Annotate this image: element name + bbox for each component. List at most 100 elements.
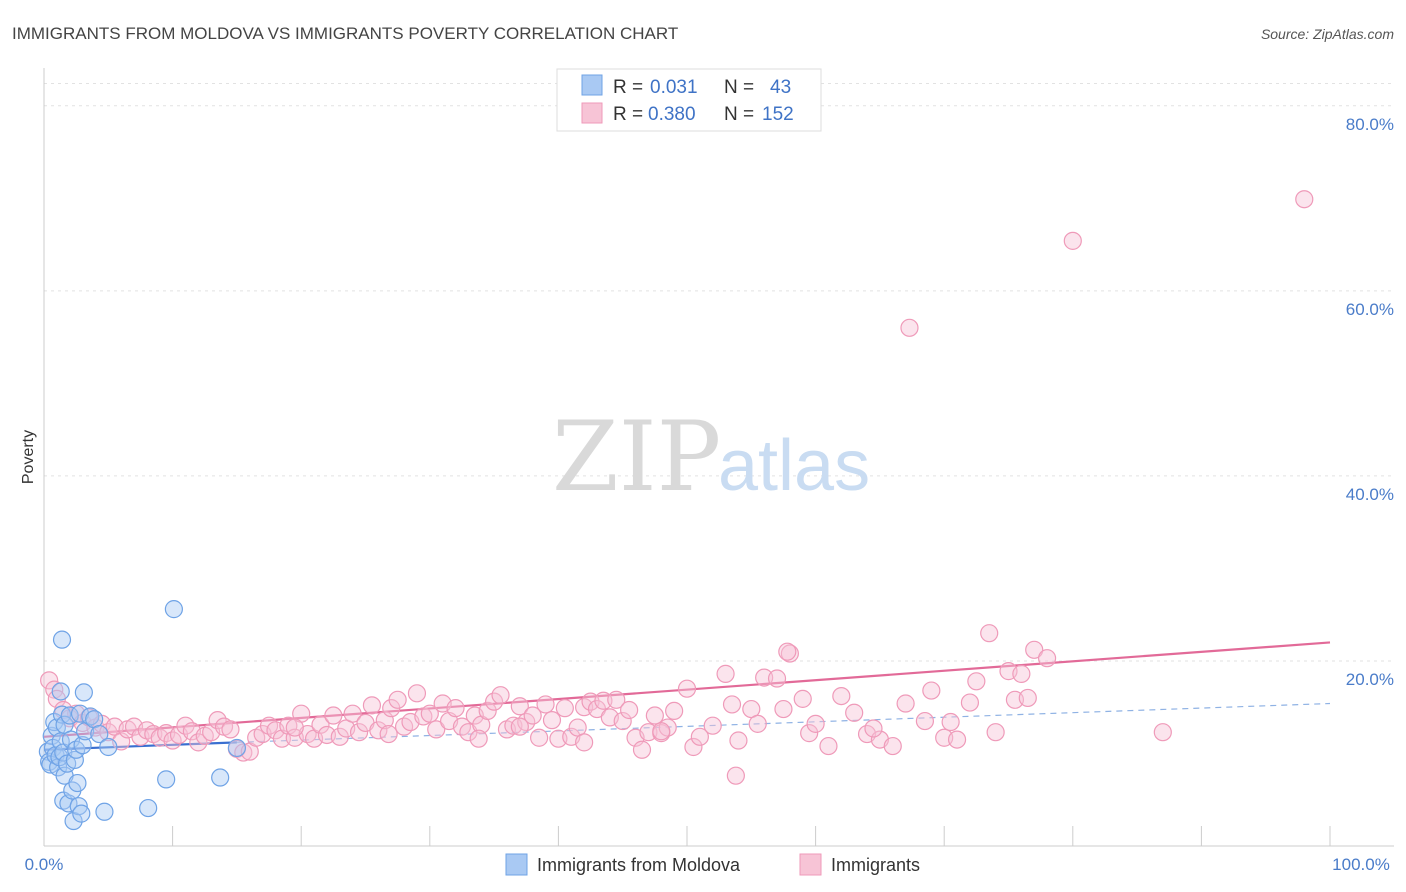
immigrants-point-121 — [896, 694, 915, 713]
legend-r-label-moldova: R = — [613, 77, 643, 98]
immigrants-point-61 — [427, 720, 446, 739]
immigrants-point-143 — [575, 733, 594, 752]
immigrants-point-146 — [379, 724, 398, 744]
moldova-point-38 — [139, 798, 158, 818]
series-immigrants — [40, 190, 1314, 785]
immigrants-point-120 — [883, 736, 902, 756]
legend-swatch-moldova — [581, 74, 603, 96]
bottom-legend-label-immigrants: Immigrants — [831, 855, 920, 875]
legend-r-value-immigrants: 0.380 — [648, 104, 696, 125]
moldova-point-31 — [74, 683, 93, 702]
moldova-point-42 — [227, 738, 246, 758]
immigrants-point-94 — [639, 723, 658, 742]
x-tick-label-max: 100.0% — [1332, 855, 1390, 874]
immigrants-point-90 — [613, 711, 632, 731]
legend-box: R = 0.031 N = 43 R = 0.380 N = 152 — [556, 68, 822, 132]
moldova-point-27 — [69, 797, 88, 816]
y-tick-labels: 20.0% 40.0% 60.0% 80.0% — [1346, 115, 1394, 689]
moldova-point-36 — [95, 802, 114, 821]
immigrants-point-117 — [845, 703, 864, 722]
moldova-point-41 — [211, 768, 230, 787]
immigrants-point-104 — [722, 695, 742, 714]
immigrants-point-105 — [729, 731, 748, 750]
immigrants-point-108 — [755, 668, 774, 687]
immigrants-point-98 — [665, 701, 684, 721]
immigrants-point-144 — [469, 729, 488, 748]
moldova-point-26 — [68, 773, 87, 793]
moldova-point-21 — [61, 730, 81, 749]
immigrants-point-52 — [369, 721, 388, 740]
immigrants-point-27 — [208, 711, 227, 730]
immigrants-point-136 — [1037, 649, 1057, 668]
immigrants-point-109 — [767, 669, 787, 688]
legend-r-label-immigrants: R = — [613, 104, 643, 125]
immigrants-point-58 — [407, 684, 427, 703]
legend-n-value-moldova: 43 — [770, 77, 791, 98]
immigrants-point-135 — [1025, 640, 1044, 659]
legend-swatch-immigrants — [581, 102, 603, 124]
watermark-atlas: atlas — [718, 426, 870, 506]
immigrants-point-145 — [285, 718, 304, 737]
immigrants-point-76 — [523, 706, 542, 725]
immigrants-point-95 — [645, 706, 664, 725]
immigrants-point-112 — [793, 689, 812, 708]
watermark-zip: ZIP — [552, 401, 721, 513]
immigrants-point-0 — [40, 671, 59, 690]
immigrants-point-148 — [915, 711, 935, 731]
immigrants-point-129 — [980, 624, 999, 643]
legend-r-value-moldova: 0.031 — [650, 77, 698, 98]
immigrants-point-127 — [960, 693, 980, 712]
watermark: ZIP atlas — [552, 401, 870, 513]
immigrants-point-99 — [677, 679, 697, 698]
bottom-legend-label-moldova: Immigrants from Moldova — [537, 855, 741, 875]
immigrants-point-78 — [536, 695, 555, 714]
immigrants-point-114 — [806, 714, 825, 733]
immigrants-point-24 — [189, 733, 208, 752]
immigrants-point-140 — [726, 766, 745, 785]
immigrants-point-48 — [343, 704, 362, 723]
x-ticks — [172, 826, 1331, 846]
moldova-point-14 — [51, 682, 70, 701]
y-tick-label-40: 40.0% — [1346, 485, 1394, 504]
immigrants-point-93 — [632, 740, 652, 759]
immigrants-point-113 — [800, 724, 819, 743]
immigrants-point-70 — [485, 692, 504, 711]
immigrants-point-111 — [780, 644, 799, 663]
moldova-point-15 — [52, 630, 72, 649]
immigrants-point-116 — [832, 687, 851, 706]
chart-title: IMMIGRANTS FROM MOLDOVA VS IMMIGRANTS PO… — [12, 24, 678, 43]
moldova-point-29 — [72, 804, 91, 823]
immigrants-point-81 — [555, 699, 574, 718]
immigrants-point-49 — [349, 723, 369, 742]
chart-source: Source: ZipAtlas.com — [1261, 26, 1394, 42]
immigrants-point-123 — [922, 681, 941, 700]
immigrants-point-51 — [362, 696, 382, 715]
immigrants-point-102 — [703, 716, 722, 735]
immigrants-point-142 — [864, 719, 883, 738]
immigrants-point-79 — [542, 711, 562, 730]
immigrants-point-149 — [510, 717, 529, 736]
moldova-point-37 — [99, 737, 118, 757]
legend-n-label-immigrants: N = — [724, 104, 754, 125]
moldova-point-40 — [164, 600, 183, 619]
immigrants-point-71 — [491, 686, 510, 705]
legend-n-value-immigrants: 152 — [762, 104, 794, 125]
immigrants-point-69 — [478, 701, 497, 721]
immigrants-point-133 — [1012, 664, 1031, 683]
moldova-point-35 — [90, 724, 109, 744]
immigrants-point-43 — [311, 715, 330, 734]
immigrants-point-91 — [620, 700, 639, 720]
y-tick-label-20: 20.0% — [1346, 670, 1394, 689]
bottom-legend-swatch-immigrants — [799, 853, 822, 876]
immigrants-point-115 — [819, 736, 838, 756]
immigrants-point-134 — [1018, 688, 1037, 708]
immigrants-point-122 — [900, 318, 919, 337]
immigrants-point-137 — [1063, 231, 1082, 250]
immigrants-point-147 — [652, 722, 671, 741]
legend-n-label-moldova: N = — [724, 77, 754, 98]
immigrants-point-45 — [324, 706, 343, 725]
x-tick-label-min: 0.0% — [25, 855, 64, 874]
immigrants-point-89 — [607, 690, 626, 709]
bottom-legend-swatch-moldova — [505, 853, 528, 876]
